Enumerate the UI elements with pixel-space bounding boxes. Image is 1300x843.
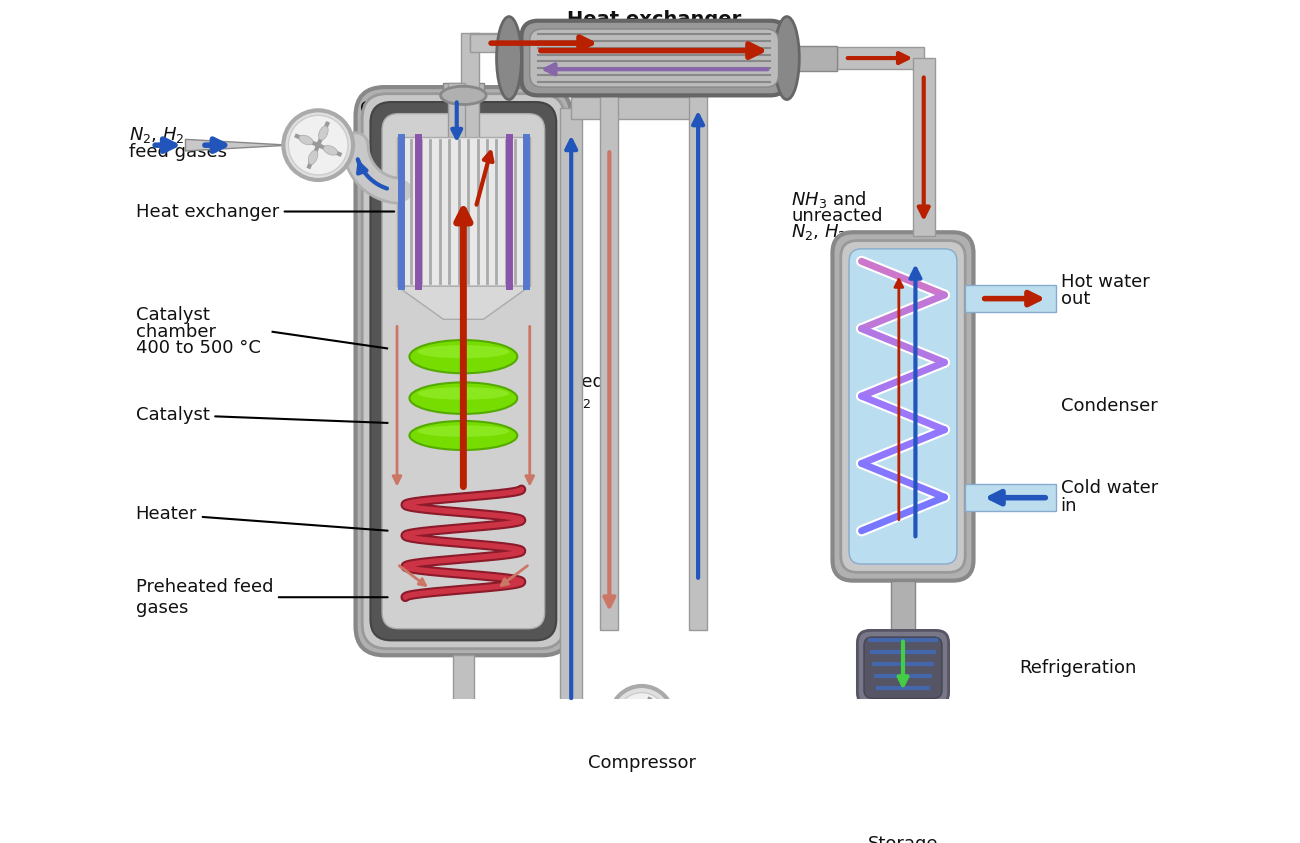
Text: Preheated feed
gases: Preheated feed gases — [135, 577, 387, 616]
Polygon shape — [186, 139, 289, 151]
Ellipse shape — [410, 340, 517, 373]
Text: Catalyst: Catalyst — [135, 405, 387, 424]
Text: Heater: Heater — [135, 505, 387, 530]
Ellipse shape — [417, 345, 510, 358]
Bar — [471, 33, 577, 51]
Text: $NH_3$ and: $NH_3$ and — [413, 143, 489, 164]
Ellipse shape — [647, 718, 658, 726]
Text: Refrigeration: Refrigeration — [1019, 658, 1136, 677]
Bar — [396, 137, 529, 286]
Text: Compressor: Compressor — [360, 100, 468, 119]
Ellipse shape — [633, 722, 641, 733]
Ellipse shape — [410, 421, 517, 450]
Text: Recycled: Recycled — [524, 373, 604, 390]
Text: $N_2$, $H_2$: $N_2$, $H_2$ — [536, 389, 592, 410]
FancyBboxPatch shape — [841, 240, 965, 572]
FancyBboxPatch shape — [370, 102, 556, 641]
Circle shape — [616, 693, 667, 743]
Bar — [891, 581, 915, 647]
Bar — [913, 58, 935, 236]
FancyBboxPatch shape — [363, 94, 564, 648]
FancyBboxPatch shape — [382, 114, 545, 629]
Bar — [965, 285, 1057, 312]
FancyBboxPatch shape — [521, 21, 786, 95]
Text: chamber: chamber — [135, 323, 216, 341]
FancyBboxPatch shape — [355, 87, 571, 655]
Text: $N_2$, $H_2$: $N_2$, $H_2$ — [413, 177, 469, 196]
Bar — [689, 95, 707, 631]
Bar — [442, 83, 484, 95]
Circle shape — [289, 115, 348, 175]
FancyBboxPatch shape — [849, 249, 957, 564]
Bar — [571, 706, 919, 728]
Text: Compressor: Compressor — [588, 754, 696, 772]
Bar — [965, 485, 1057, 511]
Text: Heat exchanger: Heat exchanger — [135, 202, 394, 221]
FancyBboxPatch shape — [529, 29, 779, 87]
Text: Catalyst: Catalyst — [135, 306, 209, 325]
Polygon shape — [894, 784, 911, 798]
Ellipse shape — [417, 387, 510, 400]
Bar — [786, 46, 837, 71]
Bar — [601, 95, 619, 631]
Ellipse shape — [497, 17, 521, 99]
Ellipse shape — [324, 146, 338, 155]
Circle shape — [610, 686, 673, 749]
Text: Cold water: Cold water — [1061, 479, 1158, 497]
Ellipse shape — [828, 781, 978, 814]
Polygon shape — [396, 286, 529, 319]
Text: $NH_3$ and: $NH_3$ and — [790, 189, 866, 210]
Text: Condenser: Condenser — [1061, 397, 1157, 416]
Text: 400 to 500 °C: 400 to 500 °C — [135, 340, 260, 357]
Ellipse shape — [441, 86, 486, 105]
Ellipse shape — [410, 383, 517, 414]
Bar — [471, 34, 616, 52]
Bar — [571, 97, 698, 119]
Text: out: out — [1061, 290, 1089, 308]
FancyBboxPatch shape — [832, 233, 974, 581]
Ellipse shape — [299, 135, 313, 145]
Ellipse shape — [417, 426, 510, 437]
Text: $N_2$, $H_2$: $N_2$, $H_2$ — [790, 223, 846, 242]
Bar — [837, 47, 924, 69]
Ellipse shape — [308, 150, 317, 164]
Text: $N_2$, $H_2$: $N_2$, $H_2$ — [129, 126, 185, 145]
FancyBboxPatch shape — [858, 631, 949, 705]
Text: feed gases: feed gases — [129, 142, 228, 161]
Text: Storage: Storage — [867, 835, 939, 843]
Bar — [560, 108, 582, 728]
Text: Hot water: Hot water — [1061, 273, 1149, 291]
Text: in: in — [1061, 497, 1078, 515]
FancyBboxPatch shape — [807, 749, 1000, 826]
FancyBboxPatch shape — [796, 738, 1011, 838]
Ellipse shape — [318, 126, 328, 140]
Bar — [463, 706, 610, 728]
Bar — [462, 33, 480, 141]
FancyBboxPatch shape — [864, 637, 942, 698]
Text: unreacted: unreacted — [790, 207, 883, 225]
Circle shape — [283, 110, 354, 180]
Text: Heat exchanger: Heat exchanger — [567, 10, 741, 29]
Ellipse shape — [625, 709, 637, 717]
Bar — [448, 83, 465, 145]
Ellipse shape — [642, 701, 650, 712]
Text: unreacted: unreacted — [413, 161, 506, 179]
Bar — [452, 655, 474, 728]
Ellipse shape — [775, 17, 800, 99]
